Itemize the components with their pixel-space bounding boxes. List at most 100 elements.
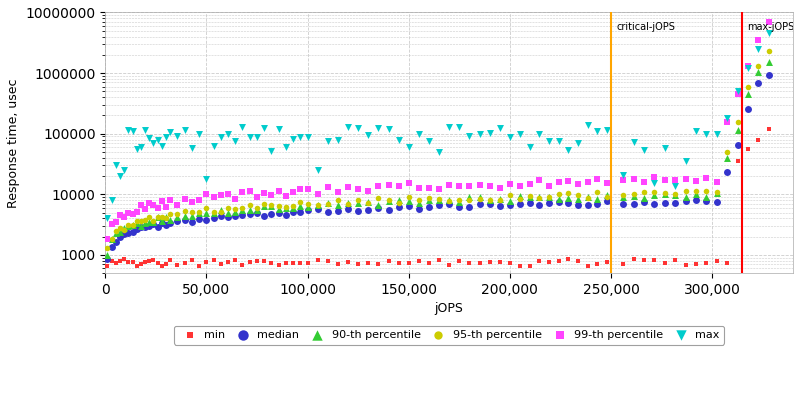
min — [473, 260, 486, 266]
95-th percentile — [533, 195, 546, 201]
max — [494, 125, 506, 131]
median — [222, 214, 234, 220]
median — [542, 200, 555, 206]
max — [258, 125, 270, 132]
median — [382, 206, 395, 213]
median — [473, 201, 486, 207]
99-th percentile — [658, 176, 671, 183]
max — [382, 126, 395, 132]
max — [134, 144, 147, 150]
max — [627, 139, 640, 146]
95-th percentile — [443, 198, 456, 204]
90-th percentile — [243, 206, 256, 213]
95-th percentile — [105, 236, 118, 242]
90-th percentile — [302, 204, 314, 210]
max — [294, 134, 306, 140]
min — [362, 260, 374, 266]
90-th percentile — [272, 206, 285, 213]
95-th percentile — [392, 199, 405, 206]
max — [130, 146, 143, 152]
99-th percentile — [571, 181, 584, 187]
min — [422, 260, 435, 266]
95-th percentile — [413, 197, 426, 203]
median — [272, 210, 285, 216]
median — [147, 221, 160, 228]
median — [186, 218, 198, 225]
median — [562, 200, 574, 206]
90-th percentile — [311, 202, 324, 208]
min — [279, 259, 292, 266]
95-th percentile — [494, 196, 506, 203]
median — [155, 220, 168, 226]
95-th percentile — [382, 197, 395, 204]
median — [443, 201, 456, 208]
90-th percentile — [160, 214, 173, 220]
90-th percentile — [171, 214, 184, 220]
min — [164, 256, 177, 263]
90-th percentile — [186, 213, 198, 219]
max — [453, 124, 466, 130]
min — [342, 259, 354, 265]
max — [186, 144, 198, 151]
99-th percentile — [617, 177, 630, 183]
95-th percentile — [143, 214, 156, 220]
max — [342, 124, 354, 131]
min — [178, 260, 191, 266]
min — [494, 259, 506, 266]
max — [200, 176, 213, 182]
99-th percentile — [413, 185, 426, 192]
min — [322, 258, 334, 264]
95-th percentile — [130, 218, 143, 224]
max — [279, 144, 292, 150]
max — [533, 131, 546, 137]
90-th percentile — [582, 193, 594, 200]
95-th percentile — [617, 192, 630, 198]
median — [582, 202, 594, 208]
min — [311, 257, 324, 264]
median — [658, 200, 671, 206]
max — [222, 130, 234, 137]
max — [582, 122, 594, 128]
95-th percentile — [126, 222, 139, 228]
median — [392, 204, 405, 210]
95-th percentile — [222, 204, 234, 211]
99-th percentile — [591, 175, 604, 182]
90-th percentile — [617, 193, 630, 200]
max — [171, 133, 184, 139]
99-th percentile — [178, 196, 191, 202]
95-th percentile — [514, 196, 526, 202]
max — [669, 183, 682, 189]
95-th percentile — [294, 198, 306, 205]
median — [679, 198, 692, 204]
95-th percentile — [258, 201, 270, 207]
median — [286, 209, 299, 215]
max — [648, 179, 661, 186]
median — [533, 202, 546, 209]
90-th percentile — [658, 191, 671, 197]
95-th percentile — [265, 202, 278, 208]
99-th percentile — [762, 19, 775, 25]
95-th percentile — [214, 209, 227, 215]
max — [164, 128, 177, 135]
min — [483, 258, 496, 265]
min — [105, 258, 118, 264]
90-th percentile — [523, 194, 536, 200]
90-th percentile — [155, 218, 168, 224]
95-th percentile — [762, 48, 775, 54]
90-th percentile — [151, 214, 164, 220]
90-th percentile — [422, 197, 435, 203]
99-th percentile — [118, 214, 130, 220]
max — [105, 197, 118, 203]
X-axis label: jOPS: jOPS — [434, 302, 464, 316]
max — [362, 131, 374, 138]
max — [638, 147, 650, 153]
90-th percentile — [542, 193, 555, 200]
95-th percentile — [352, 197, 365, 203]
90-th percentile — [130, 219, 143, 226]
99-th percentile — [155, 198, 168, 205]
median — [523, 200, 536, 206]
99-th percentile — [272, 187, 285, 194]
95-th percentile — [473, 196, 486, 203]
99-th percentile — [101, 236, 114, 242]
90-th percentile — [627, 193, 640, 200]
